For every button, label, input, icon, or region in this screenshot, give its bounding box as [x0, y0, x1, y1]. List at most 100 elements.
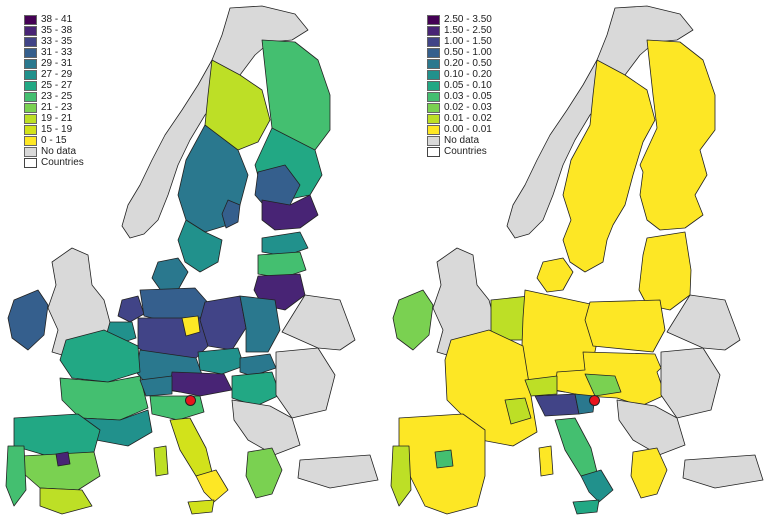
- legend-item: Countries: [427, 146, 492, 157]
- legend-item: 15 - 19: [24, 124, 84, 135]
- legend-label: Countries: [41, 156, 84, 168]
- legend-item: 0.00 - 0.01: [427, 124, 492, 135]
- region-austria: [169, 371, 233, 397]
- location-marker: [185, 395, 196, 406]
- legend-swatch: [427, 80, 440, 91]
- region-romania: [660, 347, 721, 419]
- legend-item: 19 - 21: [24, 113, 84, 124]
- legend-item: No data: [427, 135, 492, 146]
- legend-label: 0.50 - 1.00: [444, 46, 492, 58]
- legend-item: 0.03 - 0.05: [427, 91, 492, 102]
- legend-item: 23 - 25: [24, 91, 84, 102]
- region-italy-central: [554, 417, 598, 477]
- region-balkans: [231, 399, 301, 456]
- legend-label: 25 - 27: [41, 79, 73, 91]
- region-portugal: [5, 445, 27, 507]
- region-greece: [245, 447, 283, 499]
- legend-swatch: [427, 69, 440, 80]
- legend-swatch: [24, 146, 37, 157]
- choropleth-map-left: [5, 5, 379, 515]
- region-sicily: [572, 499, 600, 515]
- region-switzerland: [524, 375, 558, 397]
- region-hungary: [231, 371, 281, 407]
- region-turkey: [297, 454, 379, 489]
- region-denmark: [151, 257, 189, 293]
- legend-item: 0.02 - 0.03: [427, 102, 492, 113]
- legend-label: 23 - 25: [41, 90, 73, 102]
- legend-swatch: [24, 124, 37, 135]
- region-poland: [584, 299, 666, 353]
- legend-label: 15 - 19: [41, 123, 73, 135]
- region-slovakia: [239, 353, 277, 377]
- legend-swatch: [24, 157, 37, 168]
- legend-swatch: [24, 102, 37, 113]
- legend-label: 31 - 33: [41, 46, 73, 58]
- legend-swatch: [24, 113, 37, 124]
- region-sweden-south: [177, 219, 223, 273]
- legend-item: 38 - 41: [24, 14, 84, 25]
- region-austria-hot: [584, 373, 622, 397]
- legend-label: 2.50 - 3.50: [444, 13, 492, 25]
- legend-swatch: [427, 36, 440, 47]
- region-spain-madrid: [434, 449, 454, 469]
- legend-label: 19 - 21: [41, 112, 73, 124]
- region-italy-lombardy: [534, 393, 580, 417]
- legend-label: 1.50 - 2.50: [444, 24, 492, 36]
- legend-swatch: [427, 14, 440, 25]
- legend-swatch: [427, 47, 440, 58]
- region-finland: [639, 39, 716, 231]
- legend-item: 25 - 27: [24, 80, 84, 91]
- region-italy-south: [580, 469, 614, 503]
- legend-item: 29 - 31: [24, 58, 84, 69]
- legend-left: 38 - 41 35 - 38 33 - 35 31 - 33 29 - 31 27 - …: [24, 14, 84, 168]
- region-romania: [275, 347, 336, 419]
- legend-label: No data: [444, 134, 480, 146]
- legend-swatch: [427, 135, 440, 146]
- region-sicily: [187, 499, 215, 515]
- legend-label: 0.05 - 0.10: [444, 79, 492, 91]
- region-switzerland: [139, 375, 173, 397]
- region-germany-north: [139, 287, 211, 323]
- legend-label: 29 - 31: [41, 57, 73, 69]
- region-ireland: [392, 289, 434, 351]
- legend-label: 33 - 35: [41, 35, 73, 47]
- legend-swatch: [24, 25, 37, 36]
- legend-swatch: [427, 58, 440, 69]
- legend-label: 0 - 15: [41, 134, 67, 146]
- region-portugal: [390, 445, 412, 507]
- region-poland-west: [199, 295, 247, 351]
- region-sardinia: [153, 445, 169, 477]
- legend-swatch: [24, 91, 37, 102]
- region-turkey: [682, 454, 764, 489]
- legend-label: 0.20 - 0.50: [444, 57, 492, 69]
- legend-swatch: [427, 102, 440, 113]
- choropleth-map-right: [390, 5, 764, 515]
- legend-label: 35 - 38: [41, 24, 73, 36]
- region-france-center: [59, 375, 149, 421]
- legend-label: 21 - 23: [41, 101, 73, 113]
- legend-swatch: [24, 47, 37, 58]
- legend-item: 27 - 29: [24, 69, 84, 80]
- region-sweden-north: [204, 59, 271, 151]
- legend-swatch: [24, 69, 37, 80]
- legend-swatch: [427, 91, 440, 102]
- legend-item: 33 - 35: [24, 36, 84, 47]
- legend-item: 2.50 - 3.50: [427, 14, 492, 25]
- legend-item: 31 - 33: [24, 47, 84, 58]
- legend-item: 1.50 - 2.50: [427, 25, 492, 36]
- region-baltics: [638, 231, 692, 311]
- legend-label: Countries: [444, 145, 487, 157]
- legend-swatch: [24, 58, 37, 69]
- region-greece: [630, 447, 668, 499]
- region-poland-east: [239, 295, 281, 353]
- legend-label: 0.03 - 0.05: [444, 90, 492, 102]
- legend-item: 0.10 - 0.20: [427, 69, 492, 80]
- legend-item: 0.05 - 0.10: [427, 80, 492, 91]
- legend-item: Countries: [24, 157, 84, 168]
- region-czechia: [197, 347, 245, 375]
- map-panel-right: 2.50 - 3.50 1.50 - 2.50 1.00 - 1.50 0.50 - …: [385, 0, 770, 529]
- region-france-hot: [504, 397, 532, 425]
- region-finland-south: [261, 194, 319, 231]
- legend-item: 0 - 15: [24, 135, 84, 146]
- legend-label: 0.00 - 0.01: [444, 123, 492, 135]
